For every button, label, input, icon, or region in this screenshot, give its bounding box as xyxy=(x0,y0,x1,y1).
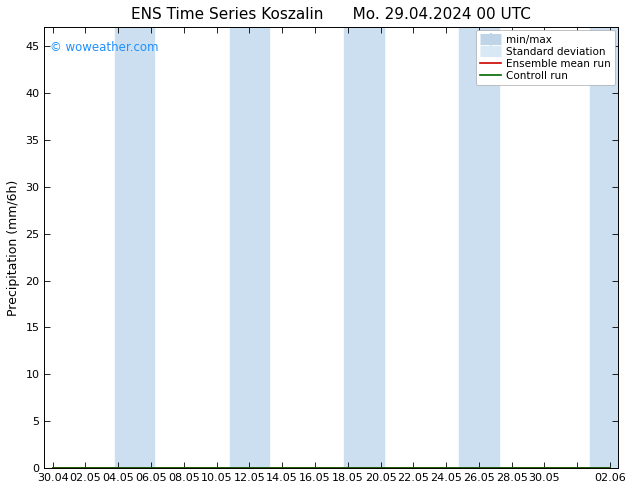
Bar xyxy=(115,27,154,468)
Text: © woweather.com: © woweather.com xyxy=(50,41,158,53)
Y-axis label: Precipitation (mm/6h): Precipitation (mm/6h) xyxy=(7,180,20,316)
Bar xyxy=(230,27,269,468)
Bar xyxy=(459,27,498,468)
Title: ENS Time Series Koszalin      Mo. 29.04.2024 00 UTC: ENS Time Series Koszalin Mo. 29.04.2024 … xyxy=(131,7,531,22)
Bar xyxy=(590,27,630,468)
Bar xyxy=(344,27,384,468)
Legend: min/max, Standard deviation, Ensemble mean run, Controll run: min/max, Standard deviation, Ensemble me… xyxy=(476,30,615,85)
